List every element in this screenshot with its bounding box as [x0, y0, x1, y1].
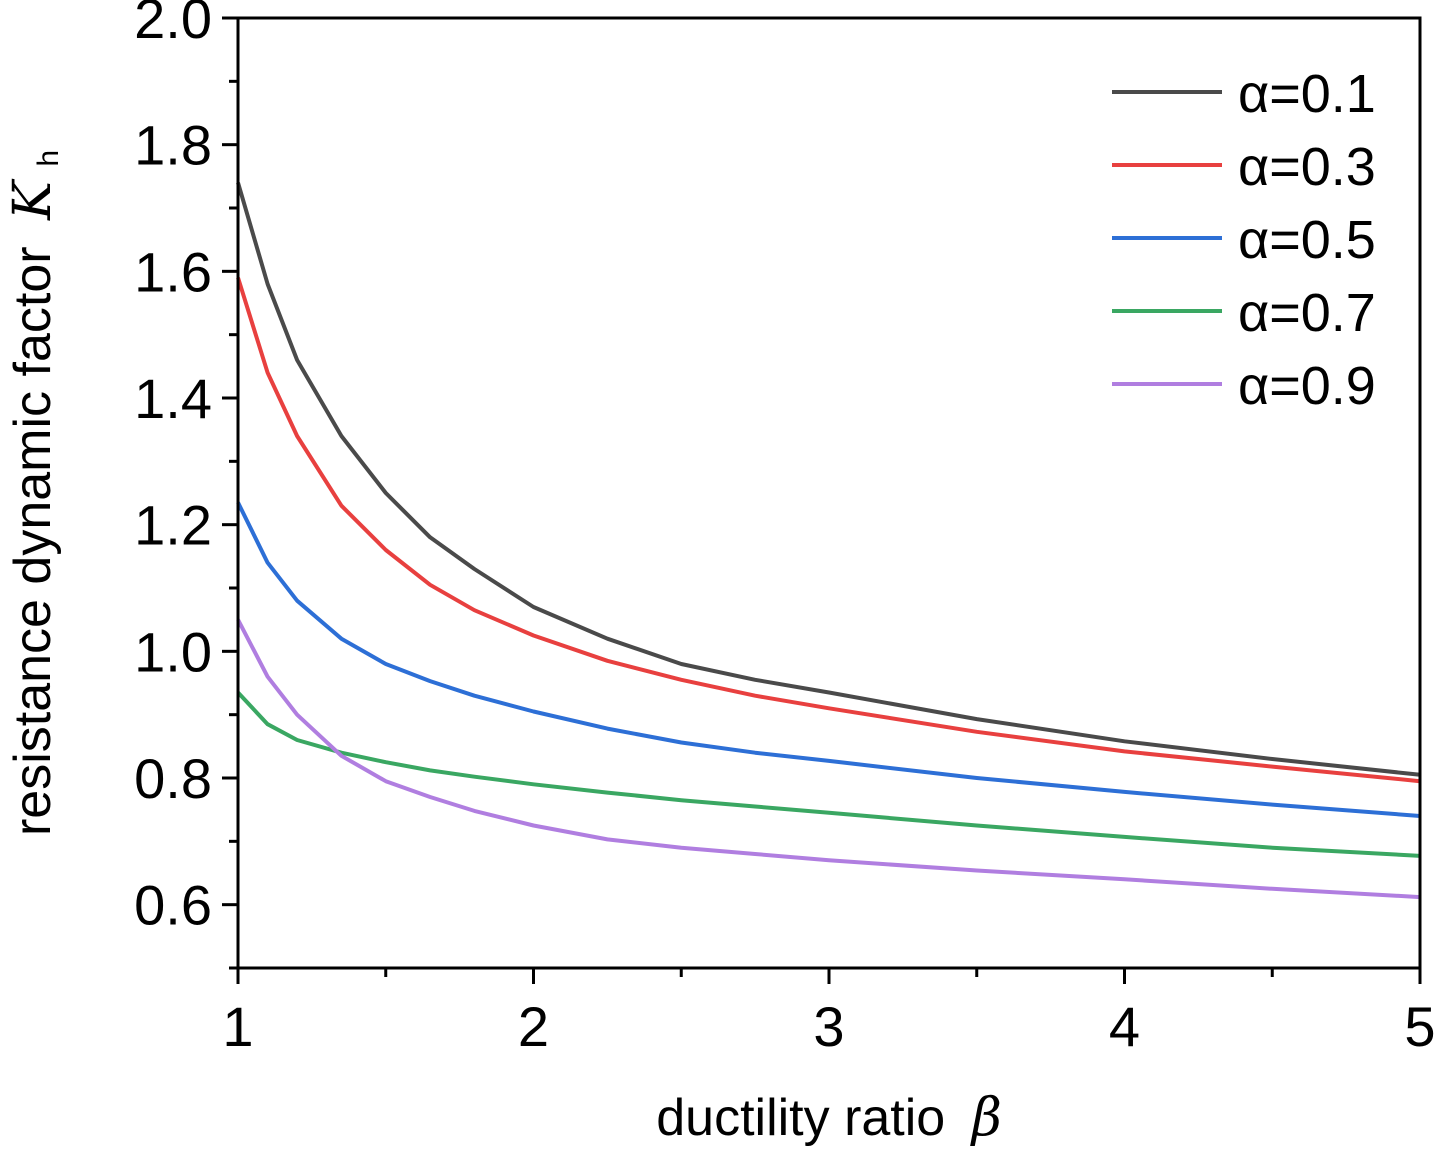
x-tick-label: 2: [518, 995, 549, 1058]
y-tick-label: 1.8: [134, 114, 212, 177]
y-axis-title: resistance dynamic factor K h: [3, 150, 65, 836]
tick-labels: 0.6 0.8 1.0 1.2 1.4 1.6 1.8 2.0 1 2 3 4 5: [134, 0, 1434, 1058]
x-axis-title: ductility ratio β: [656, 1088, 1002, 1148]
plot-frame: [236, 16, 1422, 970]
y-axis-title-text: resistance dynamic factor: [4, 246, 62, 836]
series-line-5: [236, 618, 1421, 900]
legend-label-2: α=0.3: [1238, 137, 1376, 197]
x-tick-label: 1: [222, 995, 253, 1058]
y-tick-label: 2.0: [134, 0, 212, 50]
y-tick-label: 1.6: [134, 240, 212, 303]
x-axis-title-text: ductility ratio: [656, 1089, 945, 1147]
x-tick-label: 3: [813, 995, 844, 1058]
y-tick-label: 1.4: [134, 367, 212, 430]
series-line-4: [236, 691, 1421, 858]
y-tick-label: 1.0: [134, 620, 212, 683]
series-line-3: [236, 501, 1421, 818]
y-tick-label: 0.6: [134, 874, 212, 937]
series-lines: [236, 182, 1421, 900]
legend: α=0.1 α=0.3 α=0.5 α=0.7 α=0.9: [1112, 64, 1376, 416]
x-axis-title-symbol: β: [970, 1088, 1002, 1148]
y-tick-label: 0.8: [134, 747, 212, 810]
series-line-2: [236, 277, 1421, 784]
legend-label-1: α=0.1: [1238, 64, 1376, 124]
series-line-1: [236, 182, 1421, 777]
legend-label-4: α=0.7: [1238, 283, 1376, 343]
axis-ticks: [222, 16, 1422, 984]
legend-label-5: α=0.9: [1238, 356, 1376, 416]
legend-label-3: α=0.5: [1238, 210, 1376, 270]
x-tick-label: 4: [1109, 995, 1140, 1058]
y-axis-title-symbol: K: [3, 178, 63, 221]
y-axis-title-subscript: h: [32, 150, 65, 167]
x-tick-label: 5: [1404, 995, 1434, 1058]
y-tick-label: 1.2: [134, 494, 212, 557]
